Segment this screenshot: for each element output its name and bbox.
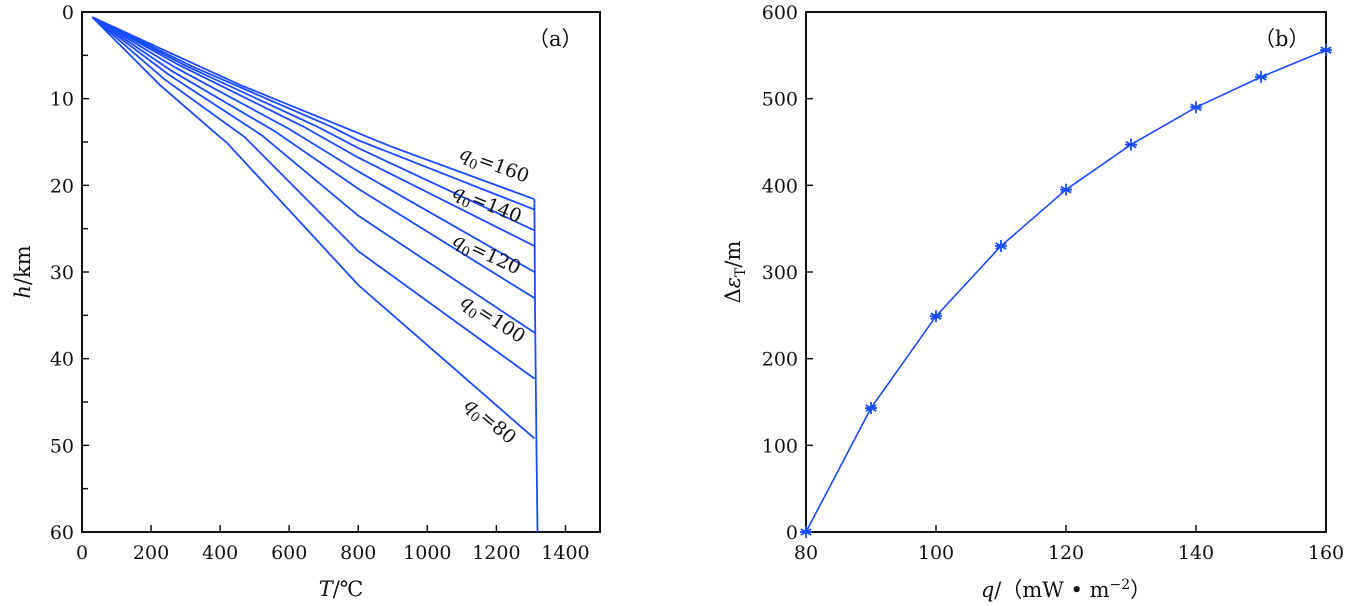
curve-q0-100 (91, 16, 535, 334)
y-tick-label: 10 (50, 89, 74, 111)
x-unit: /℃ (333, 577, 364, 601)
panel-a-label: （a） (528, 27, 583, 51)
asymptote-line (533, 199, 539, 533)
x-var: T (319, 577, 335, 601)
y-unit: /km (11, 245, 35, 285)
plot-frame (805, 11, 1327, 533)
x-tick-label: 800 (340, 542, 376, 564)
label-value: =160 (476, 149, 533, 188)
curve-q0-160 (91, 16, 535, 201)
x-tick-label: 200 (133, 542, 169, 564)
data-point-asterisk (865, 402, 877, 415)
x-tick-label: 400 (202, 542, 238, 564)
y-tick-label: 200 (762, 349, 798, 371)
panel-b: 80 100 120 140 160 0 100 200 300 400 500 600 (762, 2, 1344, 564)
x-var: q (981, 578, 994, 602)
data-point-asterisk (930, 310, 942, 323)
y-var: h (11, 285, 35, 299)
y-tick-label: 100 (762, 435, 798, 457)
data-point-asterisk (1060, 183, 1072, 196)
x-tick-label: 1200 (472, 542, 520, 564)
curve-q0-90 (91, 16, 535, 380)
y-tick-label: 20 (50, 175, 74, 197)
y-prefix: Δ (721, 288, 745, 303)
panel-a: 0 200 400 600 800 1000 1200 1400 0 10 20 30 40 50 60 q0… (50, 2, 601, 564)
x-tick-label: 1400 (541, 542, 589, 564)
y-tick-label: 0 (62, 2, 74, 24)
y-tick-label: 600 (762, 2, 798, 24)
y-tick-label: 300 (762, 262, 798, 284)
x-tick-label: 120 (1048, 542, 1084, 564)
y-tick-label: 40 (50, 349, 74, 371)
x-tick-label: 80 (794, 542, 818, 564)
x-tick-label: 140 (1178, 542, 1214, 564)
y-axis-title-a: h/km (11, 245, 35, 298)
y-axis-title-b: ΔεT/m (721, 241, 749, 304)
y-var: ε (721, 277, 745, 288)
data-point-asterisk (995, 240, 1007, 252)
x-tick-label: 1000 (403, 542, 451, 564)
curve-label: q0=120 (447, 229, 524, 283)
data-point-asterisk (1320, 44, 1332, 57)
data-point-asterisk (1125, 138, 1137, 151)
x-close: ） (1130, 578, 1151, 602)
y-tick-label: 500 (762, 89, 798, 111)
data-point-asterisk (1255, 71, 1267, 83)
y-tick-label: 30 (50, 262, 74, 284)
curve-q0-110 (91, 16, 535, 299)
y-tick-label: 0 (786, 522, 798, 544)
y-tick-label: 50 (50, 435, 74, 457)
x-tick-label: 160 (1308, 542, 1344, 564)
curve-q0-80 (91, 16, 535, 440)
x-sup: −2 (1110, 577, 1131, 593)
x-axis-title-b: q/（mW • m−2） (981, 577, 1151, 602)
plot-frame (81, 11, 601, 533)
data-point-asterisk (1190, 101, 1202, 114)
curve-label: q0=100 (454, 290, 529, 351)
curve-q0-120 (91, 16, 535, 273)
x-tick-label: 0 (76, 542, 88, 564)
x-tick-label: 600 (271, 542, 307, 564)
x-unit: /（mW • m (994, 578, 1109, 602)
y-tick-label: 60 (50, 522, 74, 544)
y-unit: /m (721, 241, 745, 268)
panel-b-label: （b） (1254, 27, 1309, 51)
y-sub: T (733, 267, 749, 277)
curve-label: q0=80 (457, 393, 520, 452)
curve-q0-140 (91, 16, 535, 232)
curve-q0-130 (91, 16, 535, 247)
data-line (805, 49, 1327, 533)
x-axis-title-a: T/℃ (319, 577, 364, 601)
y-tick-label: 400 (762, 175, 798, 197)
curve-label: q0=140 (448, 180, 525, 231)
curve-q0-150 (91, 16, 535, 211)
data-point-asterisk (800, 526, 812, 538)
label-value: =80 (475, 406, 520, 449)
x-tick-label: 100 (918, 542, 954, 564)
label-value: =120 (467, 237, 524, 279)
